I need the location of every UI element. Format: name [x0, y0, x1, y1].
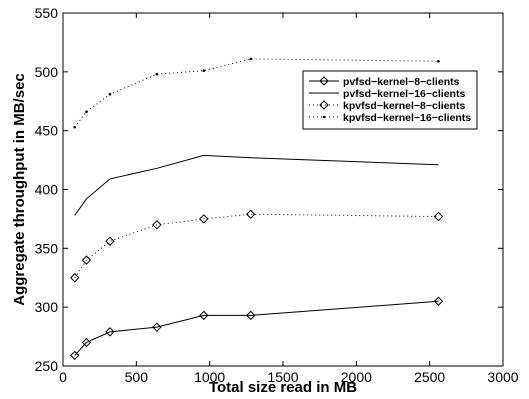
- x-tick-label: 500: [125, 369, 149, 385]
- y-tick-label: 300: [35, 299, 59, 315]
- legend-label: pvfsd−kernel−8−clients: [343, 76, 460, 88]
- diamond-marker: [81, 255, 92, 265]
- point-marker: [108, 92, 112, 96]
- diamond-marker: [319, 100, 329, 110]
- x-tick-label: 3000: [487, 369, 518, 385]
- y-tick-label: 450: [35, 123, 59, 139]
- y-tick-label: 400: [35, 182, 59, 198]
- point-marker: [73, 125, 77, 129]
- legend-label: kpvfsd−kernel−16−clients: [343, 112, 471, 124]
- diamond-marker: [152, 220, 162, 230]
- series-line: [74, 300, 439, 356]
- plot-frame: [62, 12, 504, 367]
- diamond-marker: [105, 327, 115, 337]
- x-tick-label: 2500: [414, 369, 445, 385]
- series-3: [70, 209, 444, 283]
- series-line: [74, 154, 439, 216]
- y-tick-label: 250: [35, 358, 59, 374]
- diamond-marker: [199, 310, 209, 321]
- series-1: [70, 296, 444, 361]
- diamond-marker: [152, 322, 162, 332]
- x-tick-label: 0: [59, 369, 67, 385]
- diamond-marker: [70, 273, 80, 283]
- y-tick-label: 550: [35, 5, 59, 21]
- series-2: [74, 154, 439, 216]
- legend: pvfsd−kernel−8−clientspvfsd−kernel−16−cl…: [302, 70, 478, 130]
- diamond-marker: [433, 296, 444, 306]
- diamond-marker: [70, 350, 80, 361]
- diamond-marker: [199, 214, 209, 224]
- diamond-marker: [105, 236, 115, 246]
- point-marker: [155, 72, 159, 76]
- axis-ticks: 0 500 1000 1500 2000 2500 3000 250 300 350 400 450 5…: [35, 5, 519, 385]
- diamond-marker: [246, 310, 256, 321]
- y-tick-label: 350: [35, 240, 59, 256]
- legend-label: pvfsd−kernel−16−clients: [343, 88, 465, 100]
- series-line: [74, 213, 439, 279]
- x-axis-title: Total size read in MB: [209, 379, 357, 396]
- point-marker: [202, 69, 206, 72]
- y-tick-label: 500: [35, 64, 59, 80]
- x-tick-label: 2000: [341, 369, 372, 385]
- diamond-marker: [319, 76, 329, 86]
- x-tick-label: 1000: [194, 369, 225, 385]
- diamond-marker: [433, 211, 444, 222]
- y-axis-title: Aggregate throughput in MB/sec: [11, 73, 28, 306]
- point-marker: [85, 110, 88, 114]
- point-marker: [437, 59, 440, 63]
- series-layer: [70, 57, 444, 361]
- point-marker: [322, 115, 326, 119]
- diamond-marker: [81, 337, 92, 348]
- x-tick-label: 1500: [267, 369, 298, 385]
- diamond-marker: [246, 209, 256, 219]
- legend-label: kpvfsd−kernel−8−clients: [343, 100, 465, 112]
- point-marker: [249, 57, 253, 61]
- series-4: [73, 57, 440, 129]
